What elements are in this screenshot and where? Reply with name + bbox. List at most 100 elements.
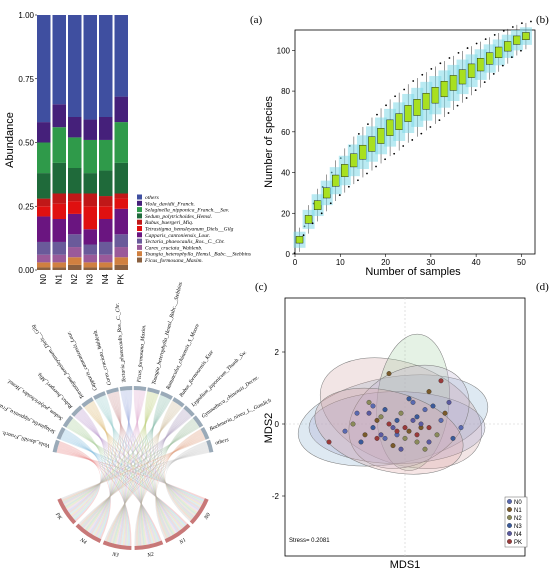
chord-ribbon: [90, 401, 114, 537]
outlier-point: [403, 88, 406, 91]
chord-ribbon: [84, 398, 170, 531]
legend-swatch: [507, 539, 512, 544]
data-box: [322, 187, 331, 199]
chord-ribbon: [152, 401, 176, 537]
sample-point: [446, 399, 452, 405]
sample-point: [342, 428, 348, 434]
outlier-point: [510, 56, 513, 59]
chord-ribbon: [71, 408, 106, 518]
category-tick-label: N3: [85, 273, 94, 284]
bar-segment: [52, 262, 66, 268]
group-ellipse: [348, 364, 470, 469]
bar-segment: [114, 193, 128, 199]
outlier-point: [448, 57, 451, 59]
panel-label-b: (b): [536, 14, 549, 26]
chord-ribbon: [85, 404, 183, 530]
sample-point: [370, 403, 376, 409]
sample-point: [358, 439, 364, 445]
data-box: [332, 174, 340, 187]
bar-segment: [37, 241, 51, 255]
chord-ribbon: [136, 390, 149, 545]
legend-swatch: [137, 244, 142, 250]
species-arc: [147, 387, 161, 395]
chord-ribbon: [66, 425, 204, 503]
species-arc: [93, 391, 106, 400]
chord-diagram: Viola_davidii_Franch.Selaginella_nipponi…: [0, 281, 273, 559]
data-box: [304, 215, 313, 224]
stress-annotation: Stress= 0.2081: [289, 538, 330, 544]
sample-point: [438, 378, 444, 384]
sample-point: [350, 421, 356, 427]
samples-tick-label: 30: [426, 258, 435, 267]
samples-axis-title: Number of samples: [365, 266, 461, 278]
group-label: N4: [78, 536, 88, 546]
outlier-point: [329, 202, 332, 205]
data-box: [395, 113, 403, 130]
data-box: [386, 119, 394, 136]
abundance-tick-label: 0.25: [18, 202, 34, 211]
data-box: [377, 128, 385, 144]
legend-swatch: [137, 213, 142, 219]
species-arc: [200, 426, 210, 440]
legend-entry: Rubus_buergeri_Miq.: [144, 220, 193, 226]
chord-ribbon: [89, 390, 131, 534]
chord-ribbon: [82, 413, 191, 529]
bar-segment: [114, 234, 128, 248]
species-arc: [119, 386, 133, 392]
bar-segment: [37, 216, 51, 242]
sample-point: [382, 435, 388, 441]
outlier-point: [502, 29, 505, 32]
mds2-axis-title: MDS2: [263, 413, 275, 444]
chord-ribbon: [62, 425, 200, 503]
sample-point: [378, 432, 384, 438]
legend-entry: PK: [514, 540, 522, 546]
samples-tick-label: 20: [381, 258, 390, 267]
species-arc: [62, 415, 74, 428]
mds2-tick-label: 0: [275, 420, 280, 429]
data-box: [522, 32, 530, 40]
legend-entry: N2: [514, 516, 522, 522]
species-arc: [192, 415, 204, 428]
sample-point: [414, 414, 420, 420]
sample-point: [374, 435, 380, 441]
data-box: [486, 52, 494, 65]
outlier-point: [402, 145, 405, 147]
abundance-tick-label: 1.00: [18, 11, 34, 20]
chord-ribbon: [151, 394, 197, 515]
accumulation-plot-frame: [294, 29, 536, 255]
data-box: [341, 164, 349, 177]
group-label: N3: [111, 551, 120, 558]
chord-ribbon: [90, 391, 122, 535]
species-arc: [71, 405, 83, 417]
species-arc: [56, 426, 66, 440]
chord-ribbon: [96, 398, 182, 531]
legend-swatch: [507, 499, 512, 504]
bar-segment: [37, 15, 51, 123]
bar-segment: [52, 203, 66, 219]
outlier-point: [357, 179, 359, 182]
legend-swatch: [137, 194, 142, 200]
legend-swatch: [137, 238, 142, 244]
panel-label-a: (a): [250, 14, 263, 26]
species-label: Tetrastigma_hemsleyanum_Diels__Gilg: [30, 323, 85, 399]
chord-ribbon: [155, 443, 208, 540]
bar-segment: [99, 262, 113, 268]
chord-ribbon: [58, 443, 111, 540]
outlier-point: [475, 42, 478, 45]
bar-segment: [99, 219, 113, 242]
bar-segment: [68, 247, 82, 258]
chord-ribbon: [124, 390, 151, 545]
sample-point: [326, 439, 332, 445]
sample-point: [450, 435, 456, 441]
legend-swatch: [507, 531, 512, 536]
sample-point: [362, 432, 368, 438]
abundance-tick-label: 0.50: [18, 139, 34, 148]
outlier-point: [393, 152, 396, 155]
legend-entry: Selaginella_nipponica_Franch.__Sav.: [145, 208, 229, 214]
species-label: Carex_cruciata_Wahlenb.: [92, 329, 113, 386]
data-box: [350, 153, 358, 168]
sample-point: [414, 439, 420, 445]
group-label: N0: [203, 512, 212, 522]
bar-segment: [68, 168, 82, 194]
chord-ribbon: [100, 396, 126, 546]
